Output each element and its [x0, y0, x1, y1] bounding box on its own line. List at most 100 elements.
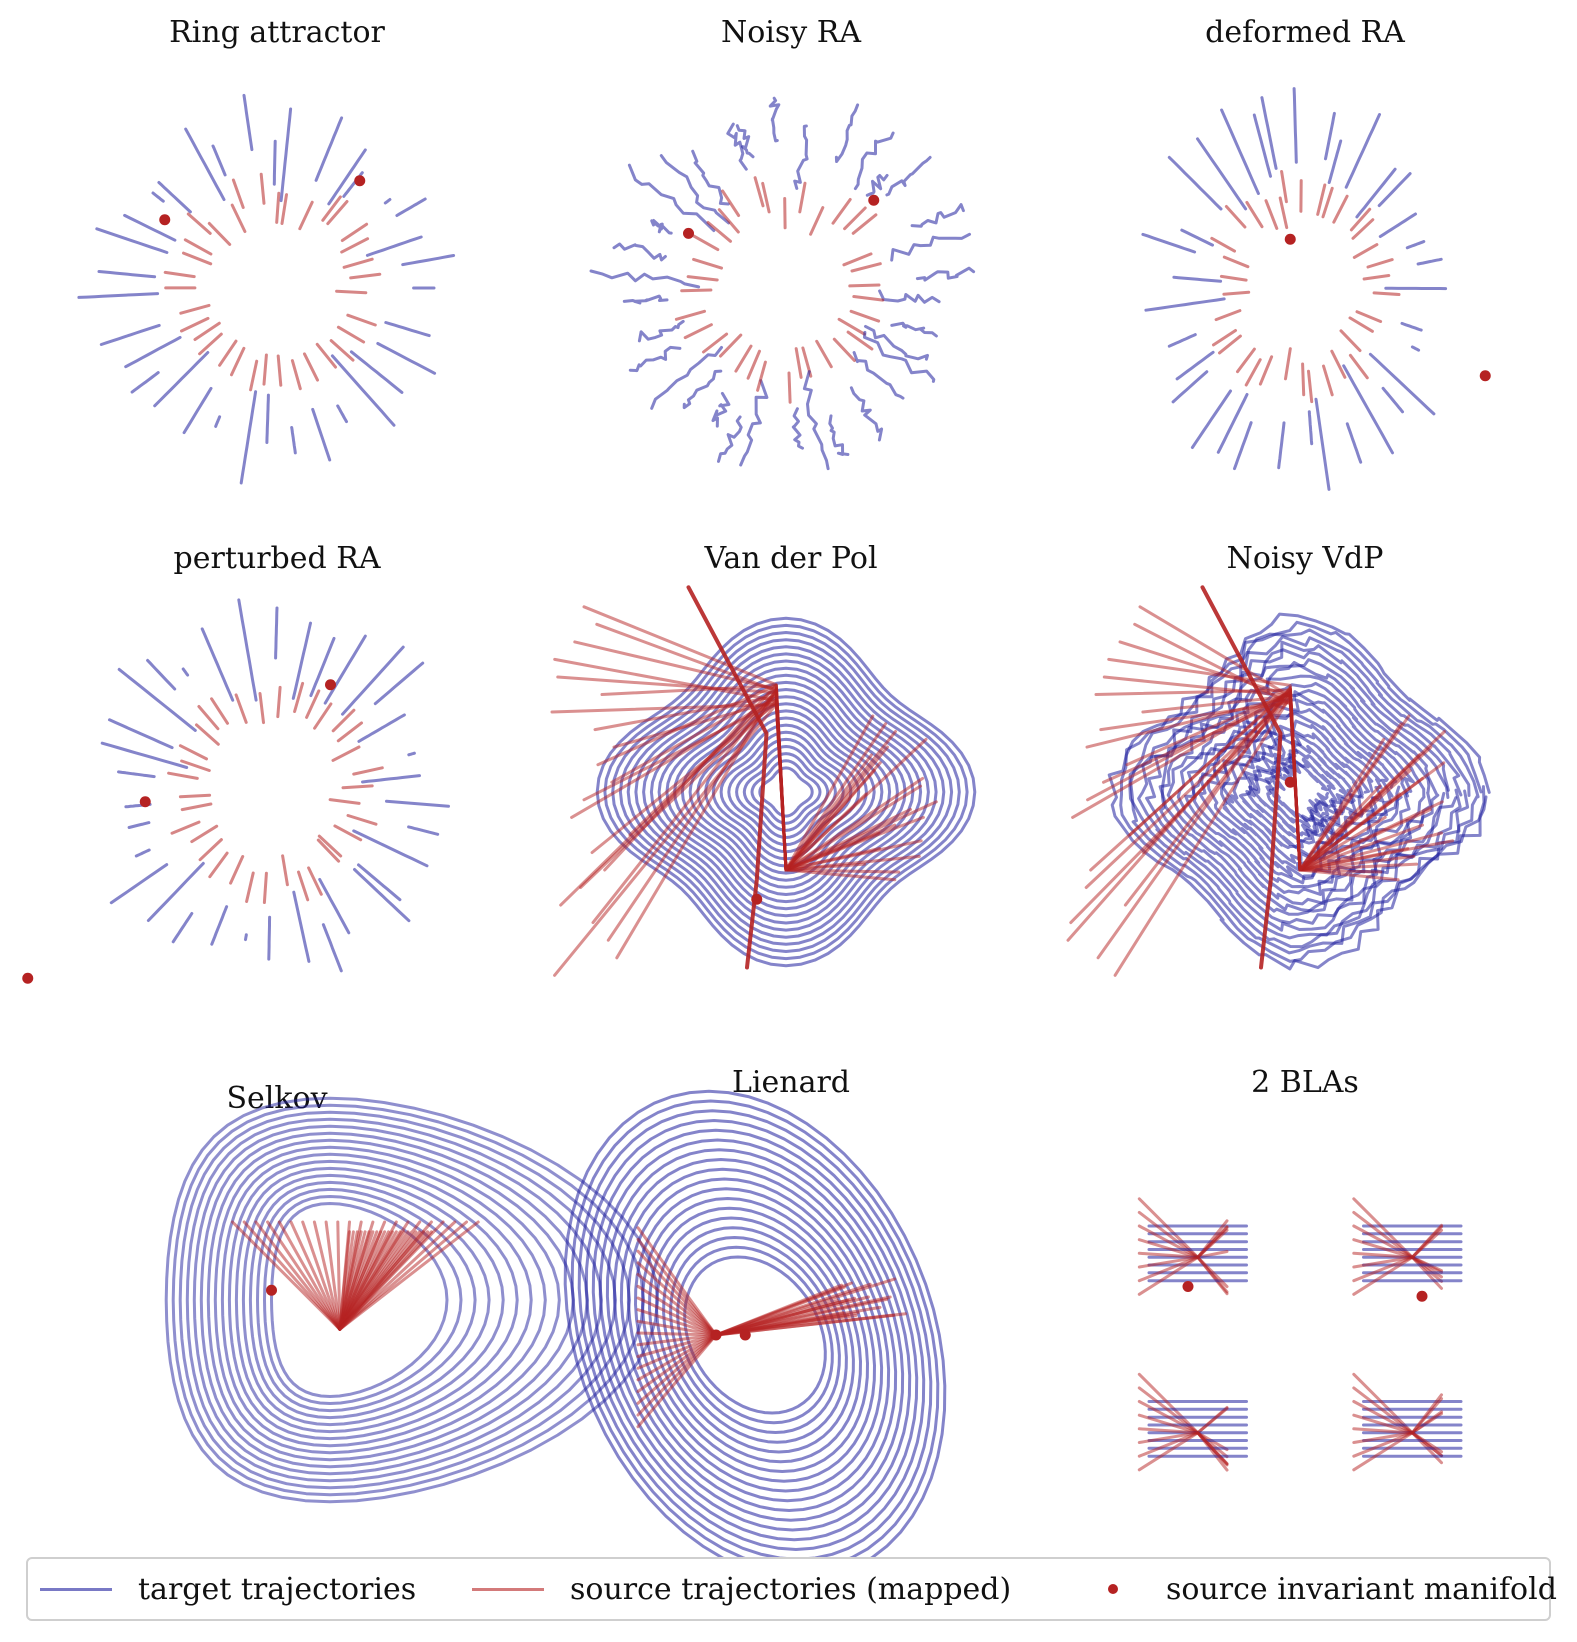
- source-trajectory: [680, 288, 713, 293]
- target-trajectory: [1355, 167, 1397, 219]
- source-trajectory: [553, 702, 875, 977]
- source-trajectory: [315, 342, 337, 369]
- target-trajectory: [185, 1117, 617, 1483]
- target-trajectory: [357, 863, 402, 902]
- target-trajectory: [768, 96, 781, 143]
- source-trajectory: [1244, 358, 1262, 387]
- target-trajectory: [605, 1148, 905, 1522]
- source-trajectory: [333, 824, 363, 842]
- source-trajectory: [746, 349, 761, 380]
- source-trajectory: [1137, 1431, 1229, 1472]
- panel-ring-attractor: Ring attractor: [77, 15, 456, 485]
- source-trajectory: [316, 838, 341, 863]
- legend-item-manifold: source invariant manifold: [1076, 1559, 1557, 1619]
- panel-van-der-pol: Van der Pol: [550, 541, 977, 977]
- target-trajectory: [349, 350, 404, 394]
- target-trajectory: [742, 752, 830, 832]
- source-trajectory: [298, 200, 314, 231]
- source-trajectory: [846, 330, 874, 351]
- target-trajectory: [97, 270, 157, 279]
- target-trajectory: [1345, 422, 1363, 464]
- target-trajectory: [248, 1180, 491, 1420]
- source-trajectory: [842, 252, 873, 267]
- target-trajectory: [612, 242, 667, 262]
- source-trajectory: [259, 172, 266, 205]
- panel-title: Lienard: [732, 1065, 850, 1100]
- target-trajectory: [242, 93, 254, 152]
- target-trajectory: [117, 770, 156, 779]
- target-trajectory: [134, 848, 151, 858]
- source-trajectory: [1210, 236, 1236, 253]
- target-trajectory: [834, 103, 860, 163]
- target-trajectory: [852, 351, 905, 400]
- source-trajectory: [197, 705, 220, 731]
- source-trajectory: [338, 1220, 480, 1331]
- source-trajectory: [1307, 369, 1314, 404]
- target-trajectory: [1410, 345, 1421, 352]
- target-trajectory: [357, 713, 406, 743]
- target-trajectory: [373, 661, 425, 706]
- target-trajectory: [577, 1109, 933, 1561]
- target-trajectory: [341, 645, 405, 716]
- target-trajectory: [323, 634, 367, 705]
- source-trajectory: [230, 203, 247, 233]
- source-trajectory: [1264, 199, 1279, 230]
- target-trajectory: [570, 1099, 940, 1571]
- target-trajectory: [318, 877, 351, 935]
- target-trajectory: [739, 379, 769, 467]
- target-trajectory: [130, 371, 160, 394]
- source-trajectory: [331, 745, 361, 762]
- target-trajectory: [210, 905, 229, 946]
- target-trajectory: [1129, 628, 1480, 955]
- source-trajectory: [683, 323, 713, 340]
- panel-title: Noisy VdP: [1227, 541, 1384, 576]
- source-trajectory: [167, 771, 199, 780]
- target-trajectory: [184, 127, 226, 202]
- source-trajectory: [340, 237, 370, 254]
- source-trajectory: [1351, 218, 1375, 240]
- target-trajectory: [153, 351, 210, 408]
- target-trajectory: [1252, 113, 1272, 178]
- source-trajectory: [702, 332, 729, 354]
- target-trajectory: [124, 335, 182, 369]
- manifold-point: [266, 1284, 277, 1296]
- source-trajectory: [1348, 316, 1374, 333]
- source-trajectory: [849, 309, 881, 323]
- target-trajectory: [711, 391, 731, 428]
- legend-item-target: target trajectories: [40, 1559, 416, 1619]
- target-trajectory: [336, 404, 348, 424]
- target-trajectory: [123, 213, 177, 242]
- source-trajectory: [1316, 183, 1327, 216]
- legend-manifold-label: source invariant manifold: [1166, 1571, 1557, 1607]
- source-trajectory: [307, 866, 323, 896]
- source-trajectory: [852, 295, 885, 302]
- source-trajectory: [1366, 258, 1394, 269]
- source-trajectory: [258, 692, 265, 725]
- source-trajectory: [231, 178, 245, 209]
- manifold-point: [159, 214, 171, 226]
- target-trajectory: [637, 319, 685, 343]
- source-trajectory: [843, 206, 867, 231]
- source-trajectory: [674, 309, 706, 321]
- source-trajectory: [262, 353, 268, 386]
- panel-title: deformed RA: [1205, 15, 1405, 50]
- source-trajectory: [352, 766, 384, 776]
- target-trajectory: [321, 923, 343, 973]
- legend-target-label: target trajectories: [138, 1571, 417, 1607]
- target-trajectory: [291, 621, 312, 700]
- target-trajectory: [584, 1119, 926, 1551]
- target-trajectory: [272, 139, 277, 186]
- source-trajectory: [706, 221, 732, 243]
- target-trajectory: [1327, 139, 1343, 184]
- source-trajectory: [186, 212, 212, 235]
- source-trajectory: [245, 871, 255, 903]
- legend: target trajectories source trajectories …: [26, 1557, 1557, 1621]
- source-trajectory: [346, 814, 378, 826]
- source-trajectory: [180, 316, 210, 333]
- source-trajectory: [1352, 243, 1379, 259]
- target-trajectory: [1220, 108, 1260, 195]
- target-trajectory: [1158, 660, 1440, 916]
- target-trajectory: [1368, 352, 1436, 416]
- target-trajectory: [239, 390, 258, 485]
- target-trajectory: [650, 219, 673, 235]
